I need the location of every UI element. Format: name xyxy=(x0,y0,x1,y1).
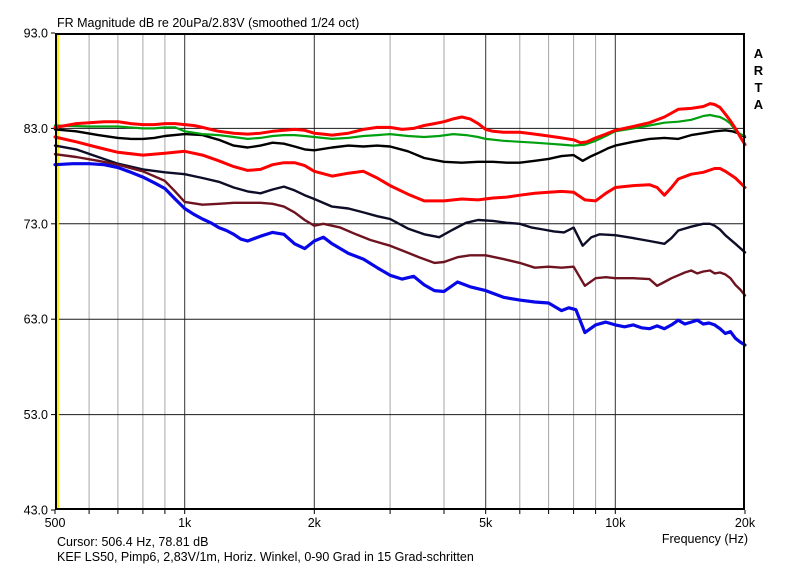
x-tick-label: 2k xyxy=(308,516,322,530)
series-90-grad xyxy=(53,162,747,347)
x-tick-label: 10k xyxy=(605,516,626,530)
series-75-grad xyxy=(53,152,747,297)
y-tick-label: 63.0 xyxy=(24,313,48,327)
x-axis-title: Frequency (Hz) xyxy=(661,532,748,546)
x-tick-label: 20k xyxy=(735,516,756,530)
series-15-grad xyxy=(53,113,747,147)
cursor-readout: Cursor: 506.4 Hz, 78.81 dB xyxy=(57,535,209,549)
y-tick-label: 53.0 xyxy=(24,408,48,422)
arta-watermark: ARTA xyxy=(751,46,766,114)
series-60-grad xyxy=(53,144,747,254)
series-45-grad xyxy=(53,135,747,203)
y-tick-label: 93.0 xyxy=(24,27,48,41)
plot-border xyxy=(55,33,745,510)
series-0-grad xyxy=(53,102,747,147)
chart-title: FR Magnitude dB re 20uPa/2.83V (smoothed… xyxy=(57,16,360,30)
x-tick-label: 500 xyxy=(45,516,66,530)
y-tick-label: 83.0 xyxy=(24,122,48,136)
series-30-grad xyxy=(53,128,747,164)
measurement-description: KEF LS50, Pimp6, 2,83V/1m, Horiz. Winkel… xyxy=(57,550,474,564)
x-tick-label: 5k xyxy=(479,516,493,530)
y-tick-label: 73.0 xyxy=(24,217,48,231)
x-tick-label: 1k xyxy=(178,516,192,530)
y-tick-label: 43.0 xyxy=(24,504,48,518)
